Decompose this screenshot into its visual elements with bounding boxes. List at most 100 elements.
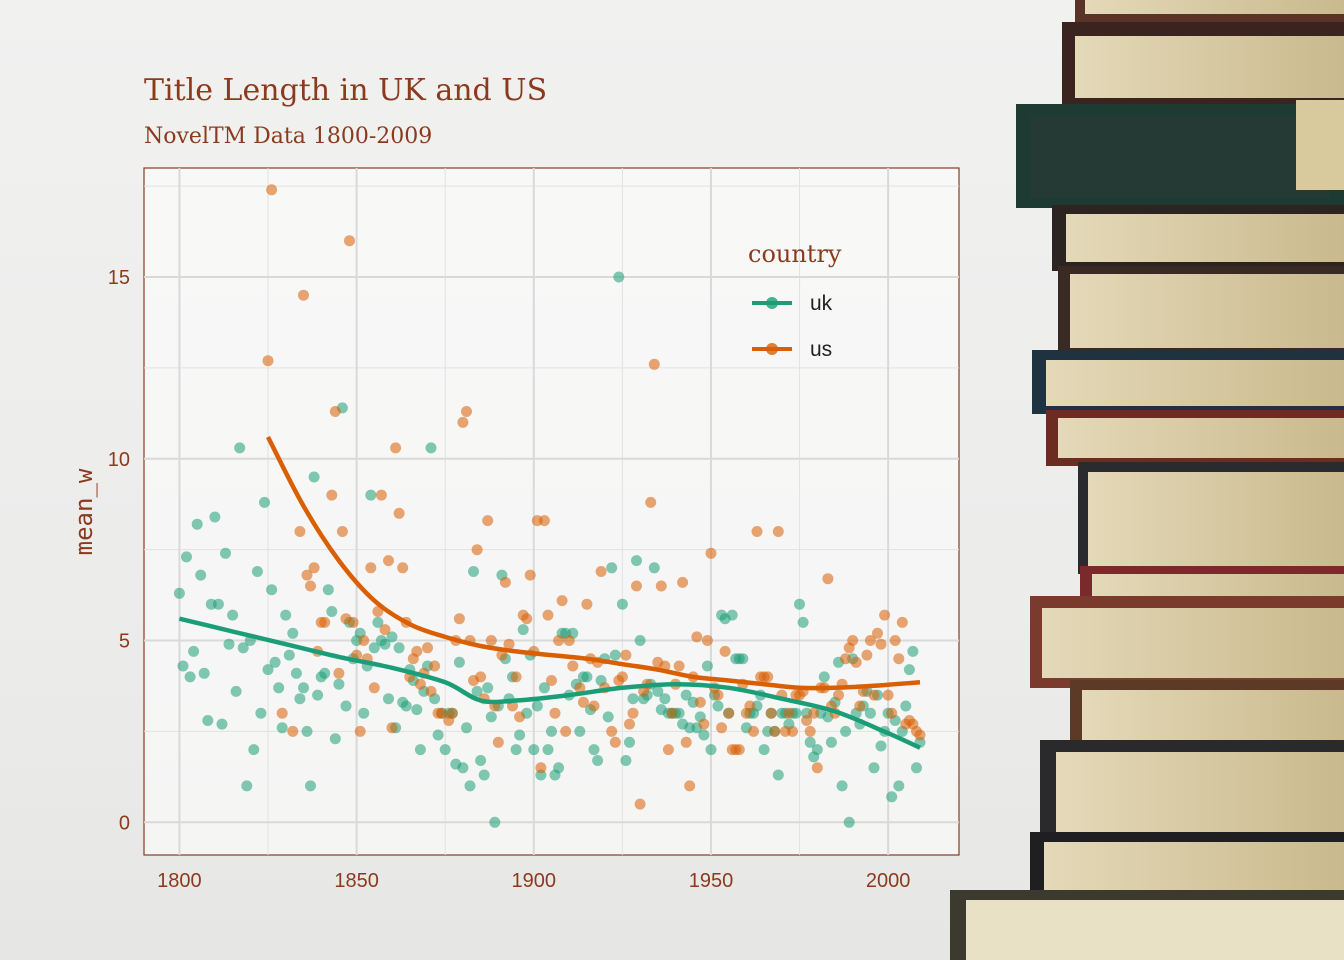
point-uk xyxy=(478,769,490,781)
point-us xyxy=(305,580,316,592)
point-us xyxy=(446,707,458,719)
point-us xyxy=(879,609,891,621)
point-uk xyxy=(283,649,295,661)
point-us xyxy=(627,707,639,719)
point-us xyxy=(333,667,345,679)
point-uk xyxy=(531,700,543,712)
point-us xyxy=(492,736,504,748)
point-uk xyxy=(262,664,274,676)
point-us xyxy=(336,526,348,537)
point-us xyxy=(634,798,646,810)
point-us xyxy=(588,700,600,712)
point-uk xyxy=(712,700,724,712)
point-uk xyxy=(868,762,880,774)
point-us xyxy=(811,762,823,774)
point-us xyxy=(847,635,859,646)
point-uk xyxy=(864,707,876,719)
point-uk xyxy=(893,780,905,792)
point-us xyxy=(616,671,628,683)
point-us xyxy=(329,406,341,417)
point-uk xyxy=(542,744,554,756)
point-us xyxy=(609,736,621,748)
point-us xyxy=(716,722,728,734)
point-us xyxy=(691,631,703,643)
point-us xyxy=(358,635,370,646)
point-us xyxy=(560,725,572,737)
point-us xyxy=(840,653,852,665)
point-us xyxy=(397,562,409,574)
point-uk xyxy=(259,496,270,508)
point-uk xyxy=(340,700,352,712)
point-uk xyxy=(468,566,479,577)
point-us xyxy=(719,645,731,657)
point-us xyxy=(563,635,575,646)
point-us xyxy=(631,580,642,592)
point-uk xyxy=(326,606,338,617)
legend-title: country xyxy=(748,240,842,268)
point-uk xyxy=(276,722,288,734)
point-us xyxy=(326,489,338,501)
book-2 xyxy=(1062,22,1344,106)
point-uk xyxy=(648,562,660,574)
point-us xyxy=(574,682,586,694)
series-us-points xyxy=(262,184,926,810)
book-6 xyxy=(1032,350,1344,414)
point-uk xyxy=(886,791,898,803)
point-us xyxy=(769,725,781,737)
point-uk xyxy=(290,667,302,679)
point-uk xyxy=(358,707,370,719)
y-tick-label: 5 xyxy=(119,631,130,653)
point-us xyxy=(875,638,887,650)
point-us xyxy=(772,526,784,537)
book-14 xyxy=(950,890,1344,960)
book-11 xyxy=(1070,680,1344,750)
point-uk xyxy=(414,744,426,756)
point-uk xyxy=(177,660,189,672)
legend-label-us: us xyxy=(810,338,832,361)
point-us xyxy=(801,715,813,726)
point-us xyxy=(422,642,433,654)
point-uk xyxy=(305,780,316,792)
point-uk xyxy=(184,671,196,683)
point-us xyxy=(744,700,756,712)
y-tick-label: 10 xyxy=(108,449,130,471)
point-uk xyxy=(198,667,210,679)
point-us xyxy=(436,707,448,719)
point-us xyxy=(287,725,299,737)
point-uk xyxy=(181,551,192,563)
point-uk xyxy=(368,642,380,654)
point-us xyxy=(301,569,313,581)
point-us xyxy=(765,707,777,719)
point-us xyxy=(429,660,441,672)
point-us xyxy=(787,725,798,737)
point-us xyxy=(886,707,898,719)
point-uk xyxy=(818,671,830,683)
point-uk xyxy=(273,682,285,694)
point-us xyxy=(475,671,487,683)
point-us xyxy=(723,707,735,719)
chart-title: Title Length in UK and US xyxy=(144,73,547,108)
point-uk xyxy=(698,729,710,741)
point-us xyxy=(673,660,685,672)
x-tick-label: 1950 xyxy=(689,870,734,892)
y-axis-ticks: 0 5 10 15 xyxy=(108,267,130,834)
x-tick-label: 2000 xyxy=(866,870,911,892)
point-uk xyxy=(517,624,529,636)
point-us xyxy=(868,689,880,701)
point-uk xyxy=(212,598,224,610)
point-uk xyxy=(797,616,809,628)
point-us xyxy=(882,689,894,701)
point-uk xyxy=(528,744,540,756)
point-uk xyxy=(613,271,625,283)
point-uk xyxy=(255,707,267,719)
y-axis-label: mean_w xyxy=(70,468,98,555)
point-uk xyxy=(393,642,405,654)
x-axis-ticks: 1800 1850 1900 1950 2000 xyxy=(157,870,910,892)
point-us xyxy=(383,555,394,567)
x-tick-label: 1850 xyxy=(334,870,379,892)
point-us xyxy=(896,616,908,628)
point-uk xyxy=(372,616,384,628)
book-10 xyxy=(1030,596,1344,688)
point-uk xyxy=(705,744,717,756)
